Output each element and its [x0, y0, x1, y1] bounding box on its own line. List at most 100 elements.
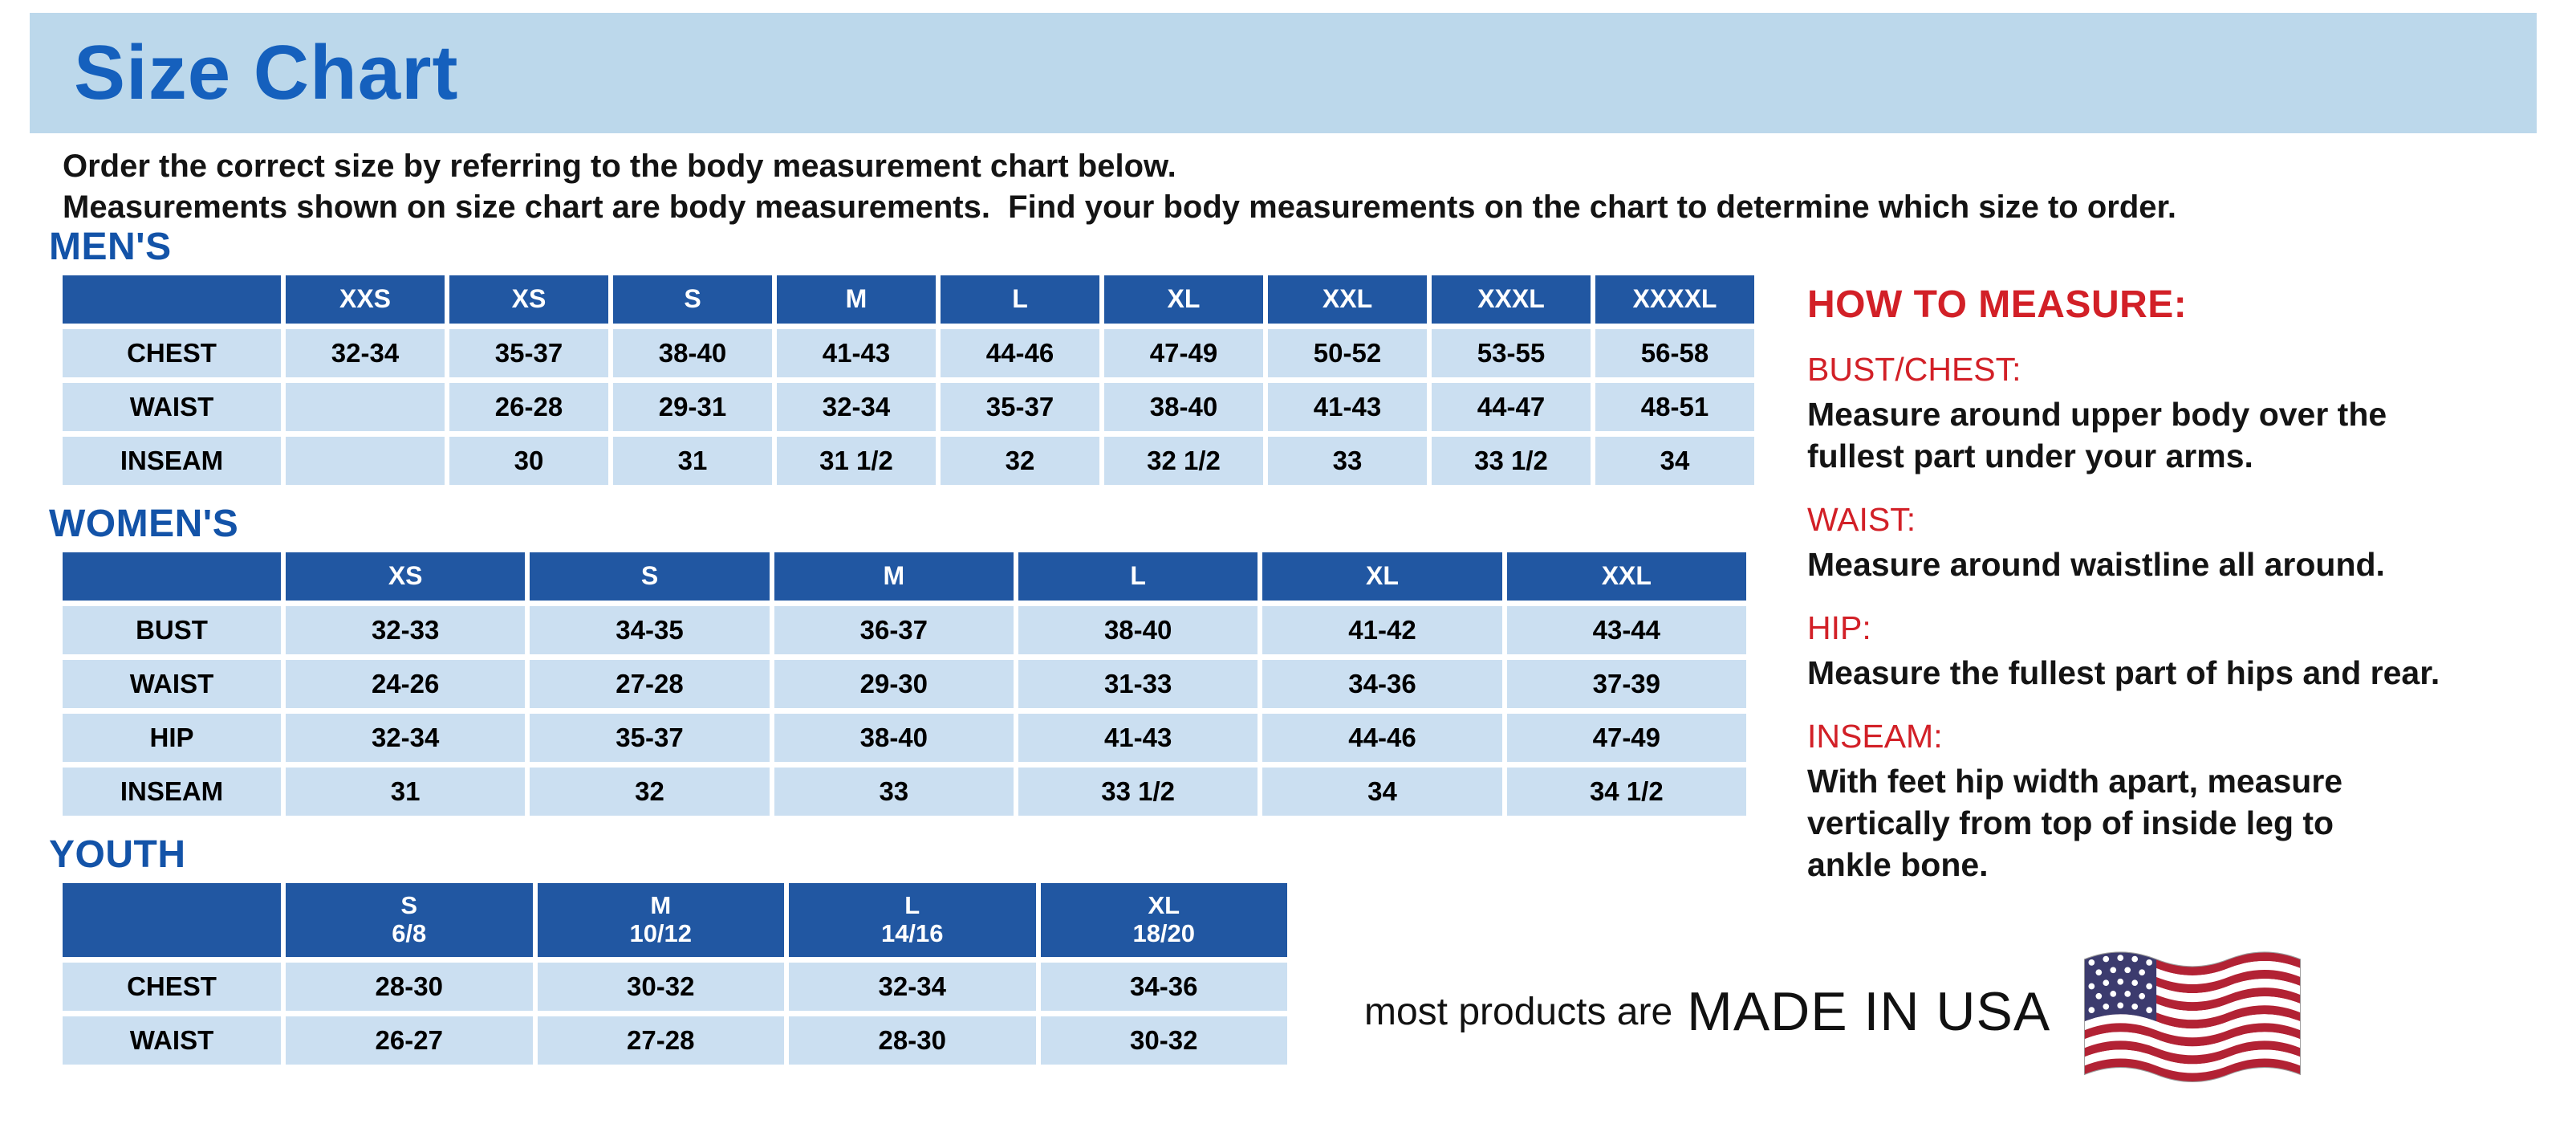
- table-corner-cell: [63, 883, 281, 957]
- size-value-cell: 34-36: [1262, 660, 1502, 708]
- size-value-cell: 32: [941, 437, 1099, 485]
- measure-instruction-text: Measure around waistline all around.: [1807, 546, 2385, 583]
- measurement-label-cell: INSEAM: [63, 437, 281, 485]
- size-value-cell: 31: [286, 768, 526, 816]
- section-title-youth: YOUTH: [49, 833, 186, 876]
- size-value-cell: 41-42: [1262, 606, 1502, 654]
- size-value-cell: 26-27: [286, 1016, 533, 1065]
- measurement-label-cell: INSEAM: [63, 768, 281, 816]
- how-to-measure-title: HOW TO MEASURE:: [1807, 283, 2188, 326]
- measure-instruction-text: Measure around upper body over the fulle…: [1807, 396, 2387, 474]
- size-header-cell: XXL: [1506, 552, 1746, 601]
- youth-size-table: S 6/8 M 10/12 L 14/16 XL 18/20 CHEST 28-30 30-…: [58, 878, 1292, 1070]
- measure-instruction-text: With feet hip width apart, measure verti…: [1807, 763, 2343, 883]
- page-title-banner: Size Chart: [30, 13, 2537, 133]
- measurement-row: INSEAM 30 31 31 1/2 32 32 1/2 33 33 1/2 34: [63, 437, 1754, 485]
- made-in-usa-prefix: most products are: [1364, 990, 1673, 1033]
- size-value-cell: 32-34: [286, 329, 445, 377]
- size-value-cell: 38-40: [774, 714, 1014, 762]
- section-title-womens: WOMEN'S: [49, 503, 239, 545]
- size-header-cell: XL: [1104, 275, 1263, 324]
- size-header-cell: M 10/12: [537, 883, 784, 957]
- size-value-cell: 31: [613, 437, 772, 485]
- size-header-cell: L 14/16: [789, 883, 1036, 957]
- size-value-cell: 33 1/2: [1432, 437, 1591, 485]
- size-value-cell: 44-46: [1262, 714, 1502, 762]
- womens-size-table: XS S M L XL XXL BUST 32-33 34-35 36-37 38-40 41-42 4…: [58, 547, 1751, 821]
- size-value-cell: 31-33: [1018, 660, 1258, 708]
- measurement-label-cell: WAIST: [63, 1016, 281, 1065]
- size-value-cell: 27-28: [530, 660, 770, 708]
- size-value-cell: 27-28: [537, 1016, 784, 1065]
- measurement-label-cell: CHEST: [63, 963, 281, 1011]
- made-in-usa: most products are MADE IN USA: [1364, 938, 2302, 1085]
- size-header-cell: XXL: [1268, 275, 1427, 324]
- size-value-cell: 32-34: [777, 383, 936, 431]
- size-value-cell: 48-51: [1595, 383, 1754, 431]
- size-value-cell: 28-30: [789, 1016, 1036, 1065]
- size-value-cell: 34 1/2: [1506, 768, 1746, 816]
- size-value-cell: 32-34: [286, 714, 526, 762]
- size-header-cell: XL 18/20: [1040, 883, 1287, 957]
- measure-instruction: BUST/CHEST: Measure around upper body ove…: [1807, 351, 2576, 477]
- size-value-cell: 30-32: [1040, 1016, 1287, 1065]
- size-header-cell: XS: [449, 275, 608, 324]
- size-value-cell: 38-40: [613, 329, 772, 377]
- size-value-cell: 41-43: [1018, 714, 1258, 762]
- size-value-cell: 47-49: [1506, 714, 1746, 762]
- size-value-cell: [286, 383, 445, 431]
- intro-line-2: Measurements shown on size chart are bod…: [63, 189, 2176, 225]
- table-corner-cell: [63, 275, 281, 324]
- size-value-cell: 38-40: [1104, 383, 1263, 431]
- table-corner-cell: [63, 552, 281, 601]
- size-value-cell: 32-33: [286, 606, 526, 654]
- measurement-row: CHEST 32-34 35-37 38-40 41-43 44-46 47-49 50-52…: [63, 329, 1754, 377]
- mens-size-table: XXS XS S M L XL XXL XXXL XXXXL CHEST 32-34 35-37 38-…: [58, 270, 1759, 491]
- size-header-cell: XS: [286, 552, 526, 601]
- measure-instruction-label: WAIST:: [1807, 501, 1916, 538]
- size-value-cell: 32: [530, 768, 770, 816]
- size-value-cell: 34: [1262, 768, 1502, 816]
- size-header-cell: M: [774, 552, 1014, 601]
- size-header-cell: XXXL: [1432, 275, 1591, 324]
- size-value-cell: 34: [1595, 437, 1754, 485]
- size-value-cell: 31 1/2: [777, 437, 936, 485]
- size-value-cell: 37-39: [1506, 660, 1746, 708]
- measurement-row: WAIST 26-27 27-28 28-30 30-32: [63, 1016, 1287, 1065]
- measurement-label-cell: BUST: [63, 606, 281, 654]
- size-header-cell: S 6/8: [286, 883, 533, 957]
- size-tables: MEN'S XXS XS S M L XL XXL XXXL XXXXL CHEST 32-34 35…: [49, 228, 1759, 1070]
- size-value-cell: 34-36: [1040, 963, 1287, 1011]
- measure-instruction-label: BUST/CHEST:: [1807, 351, 2021, 388]
- size-header-cell: S: [530, 552, 770, 601]
- size-value-cell: 35-37: [530, 714, 770, 762]
- size-value-cell: 30: [449, 437, 608, 485]
- measurement-row: HIP 32-34 35-37 38-40 41-43 44-46 47-49: [63, 714, 1746, 762]
- size-value-cell: 43-44: [1506, 606, 1746, 654]
- made-in-usa-text: MADE IN USA: [1687, 981, 2051, 1042]
- size-value-cell: 32 1/2: [1104, 437, 1263, 485]
- measure-instruction: HIP: Measure the fullest part of hips and…: [1807, 609, 2576, 694]
- size-value-cell: 56-58: [1595, 329, 1754, 377]
- size-header-row: XXS XS S M L XL XXL XXXL XXXXL: [63, 275, 1754, 324]
- size-value-cell: 44-46: [941, 329, 1099, 377]
- intro-text: Order the correct size by referring to t…: [63, 146, 2176, 228]
- size-value-cell: 36-37: [774, 606, 1014, 654]
- intro-line-1: Order the correct size by referring to t…: [63, 149, 1176, 184]
- size-value-cell: 24-26: [286, 660, 526, 708]
- size-value-cell: 29-31: [613, 383, 772, 431]
- size-header-cell: L: [1018, 552, 1258, 601]
- measurement-row: WAIST 26-28 29-31 32-34 35-37 38-40 41-43 44-47…: [63, 383, 1754, 431]
- measurement-row: WAIST 24-26 27-28 29-30 31-33 34-36 37-39: [63, 660, 1746, 708]
- size-header-row: S 6/8 M 10/12 L 14/16 XL 18/20: [63, 883, 1287, 957]
- size-value-cell: 44-47: [1432, 383, 1591, 431]
- size-header-cell: XXS: [286, 275, 445, 324]
- size-value-cell: 50-52: [1268, 329, 1427, 377]
- measure-instruction: WAIST: Measure around waistline all aroun…: [1807, 501, 2576, 585]
- size-value-cell: 33: [774, 768, 1014, 816]
- size-value-cell: [286, 437, 445, 485]
- measure-instruction-label: INSEAM:: [1807, 718, 1943, 755]
- size-value-cell: 28-30: [286, 963, 533, 1011]
- size-header-cell: XL: [1262, 552, 1502, 601]
- section-title-mens: MEN'S: [49, 226, 172, 268]
